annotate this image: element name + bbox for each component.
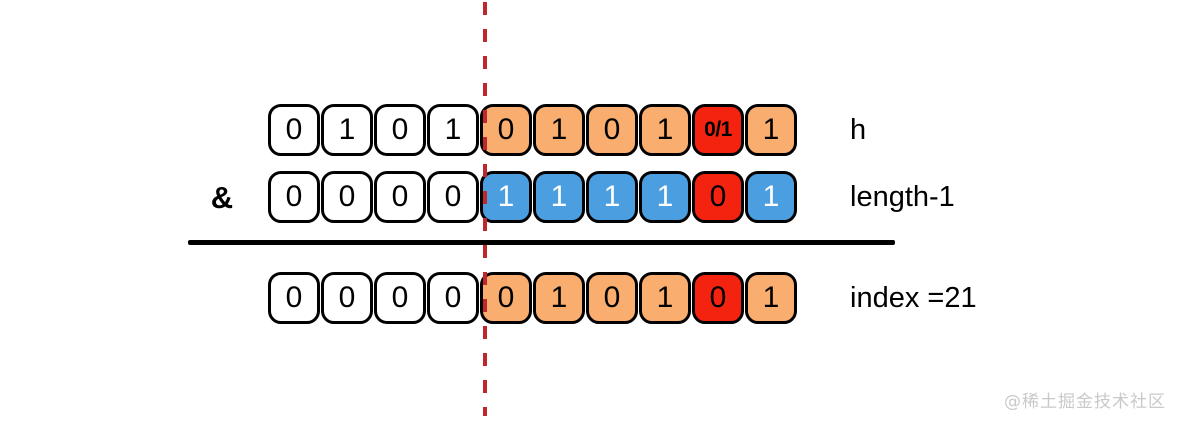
bit-cell: 0 <box>374 104 426 156</box>
bit-cell: 1 <box>639 104 691 156</box>
bit-cell: 0 <box>374 171 426 223</box>
split-dashed-line <box>483 2 487 416</box>
label-length-1: length-1 <box>850 181 955 213</box>
bit-cell: 0 <box>692 171 744 223</box>
bit-cell: 0 <box>586 104 638 156</box>
bit-cell: 0/1 <box>692 104 744 156</box>
bit-cell: 1 <box>745 171 797 223</box>
bit-cell: 1 <box>745 272 797 324</box>
bit-cell: 0 <box>480 272 532 324</box>
bit-cell: 0 <box>692 272 744 324</box>
bit-cell: 1 <box>586 171 638 223</box>
bit-cell: 1 <box>480 171 532 223</box>
bit-cell: 1 <box>533 104 585 156</box>
bit-cell: 1 <box>639 272 691 324</box>
bit-cell: 0 <box>427 272 479 324</box>
bit-cell: 0 <box>321 272 373 324</box>
bit-cell: 1 <box>427 104 479 156</box>
result-divider-line <box>188 240 895 245</box>
bit-cell: 1 <box>533 272 585 324</box>
bit-cell: 0 <box>268 171 320 223</box>
bit-cell: 0 <box>480 104 532 156</box>
watermark: @稀土掘金技术社区 <box>1004 392 1166 412</box>
bit-cell: 1 <box>321 104 373 156</box>
bit-cell: 1 <box>533 171 585 223</box>
bit-row-h: 0 1 0 1 0 1 0 1 0/1 1 <box>268 104 798 156</box>
bit-cell: 0 <box>427 171 479 223</box>
bitwise-and-operator: & <box>210 180 234 215</box>
bit-cell: 1 <box>639 171 691 223</box>
bit-cell: 0 <box>586 272 638 324</box>
label-index: index =21 <box>850 282 977 314</box>
bit-cell: 0 <box>268 104 320 156</box>
bit-cell: 0 <box>321 171 373 223</box>
bit-cell: 0 <box>268 272 320 324</box>
label-h: h <box>850 114 867 146</box>
bit-cell: 0 <box>374 272 426 324</box>
bit-cell: 1 <box>745 104 797 156</box>
